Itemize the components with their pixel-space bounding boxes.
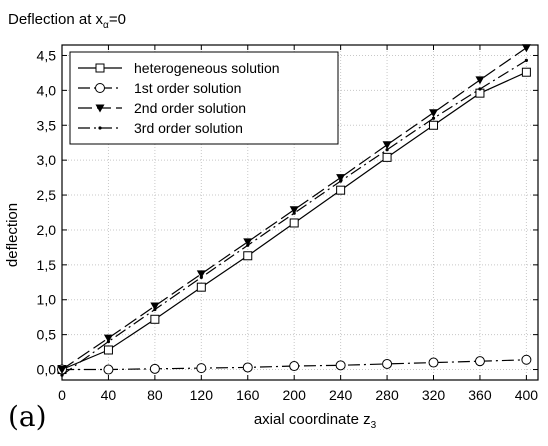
series-2-line [62, 359, 527, 371]
plot-frame [61, 44, 539, 381]
y-tick-label: 3,5 [37, 117, 57, 133]
series-4-point [339, 179, 343, 183]
series-4 [60, 58, 528, 377]
legend: heterogeneous solution 1st order solution… [69, 51, 339, 145]
x-tick-label: 400 [515, 387, 539, 403]
series-2-point [335, 360, 346, 371]
series-3-point [57, 366, 67, 375]
series-2 [57, 354, 532, 375]
series-3-point [521, 44, 531, 53]
series-1-point [196, 282, 206, 292]
series-1-point [382, 152, 392, 162]
legend-label: heterogeneous solution [134, 60, 280, 76]
series-3-point [475, 76, 485, 85]
legend-marker [98, 126, 102, 130]
x-tick-label: 280 [375, 387, 399, 403]
series-2-point [149, 363, 160, 374]
series-1 [57, 67, 531, 375]
legend-label: 3rd order solution [134, 120, 243, 136]
legend-marker [95, 83, 105, 93]
legend-item: 2nd order solution [78, 100, 246, 116]
series-4-point [106, 340, 111, 344]
series-4-line [61, 59, 527, 376]
y-tick-label: 3,0 [37, 152, 57, 168]
series-4-point [60, 373, 64, 377]
legend-item: 1st order solution [78, 80, 241, 96]
legend-label: 2nd order solution [134, 100, 246, 116]
series-3-point [196, 270, 206, 279]
axes: 0 40 80 120 160 200 240 280 320 360 400 0,0 0,5 1,0 1,… [37, 44, 539, 403]
series-2-point [474, 356, 485, 367]
x-tick-label: 80 [147, 387, 163, 403]
series-3-point [429, 109, 439, 118]
y-tick-label: 2,5 [37, 187, 57, 203]
x-tick-label: 160 [236, 387, 260, 403]
series-1-point [521, 67, 531, 77]
y-axis-label: deflection [4, 203, 21, 267]
series-1-point [243, 251, 253, 261]
series-4-point [153, 307, 157, 312]
x-tick-label: 360 [468, 387, 492, 403]
x-tick-label: 120 [190, 387, 214, 403]
series-4-point [246, 243, 250, 247]
legend-marker [95, 104, 105, 113]
x-tick-label: 0 [58, 387, 66, 403]
series-2-point [289, 361, 300, 372]
series-1-point [429, 120, 439, 130]
legend-item: heterogeneous solution [78, 60, 280, 76]
x-tick-label: 320 [422, 387, 446, 403]
series-1-point [336, 185, 346, 195]
series-4-point [478, 87, 482, 91]
legend-marker [95, 63, 105, 73]
series-3 [57, 44, 531, 375]
x-tick-label: 200 [283, 387, 307, 403]
series-2-point [103, 364, 114, 375]
y-tick-label: 1,5 [37, 257, 57, 273]
series-2-point [382, 358, 393, 369]
legend-box [69, 51, 339, 145]
y-tick-label: 0,5 [37, 327, 57, 343]
series-3-point [289, 206, 299, 215]
series-1-point [289, 218, 299, 228]
x-tick-label: 40 [101, 387, 117, 403]
series-4-point [524, 58, 528, 62]
series-4-point [431, 116, 436, 120]
series-1-point [103, 345, 113, 355]
series-2-point [242, 362, 253, 373]
series-4-point [292, 211, 296, 215]
series-3-point [243, 238, 253, 247]
y-tick-label: 4,5 [37, 47, 57, 63]
series-3-point [150, 302, 160, 311]
legend-label: 1st order solution [134, 80, 241, 96]
series-3-point [336, 174, 346, 183]
series-2-point [428, 357, 439, 368]
series-3-point [382, 141, 392, 150]
series-3-point [103, 334, 113, 343]
y-tick-label: 1,0 [37, 292, 57, 308]
y-tick-label: 4,0 [37, 82, 57, 98]
x-axis-label: axial coordinate z3 [254, 411, 377, 431]
series-4-point [385, 148, 389, 152]
chart-title: Deflection at xα=0 [8, 11, 126, 31]
series-2-point [196, 363, 207, 374]
x-tick-label: 240 [329, 387, 353, 403]
series-4-point [199, 275, 203, 280]
panel-label: (a) [8, 400, 47, 433]
y-tick-label: 0,0 [37, 362, 57, 378]
series-2-point [521, 354, 532, 365]
legend-item: 3rd order solution [78, 120, 243, 136]
series-layer [57, 44, 532, 377]
series-1-point [150, 314, 160, 324]
y-tick-label: 2,0 [37, 222, 57, 238]
